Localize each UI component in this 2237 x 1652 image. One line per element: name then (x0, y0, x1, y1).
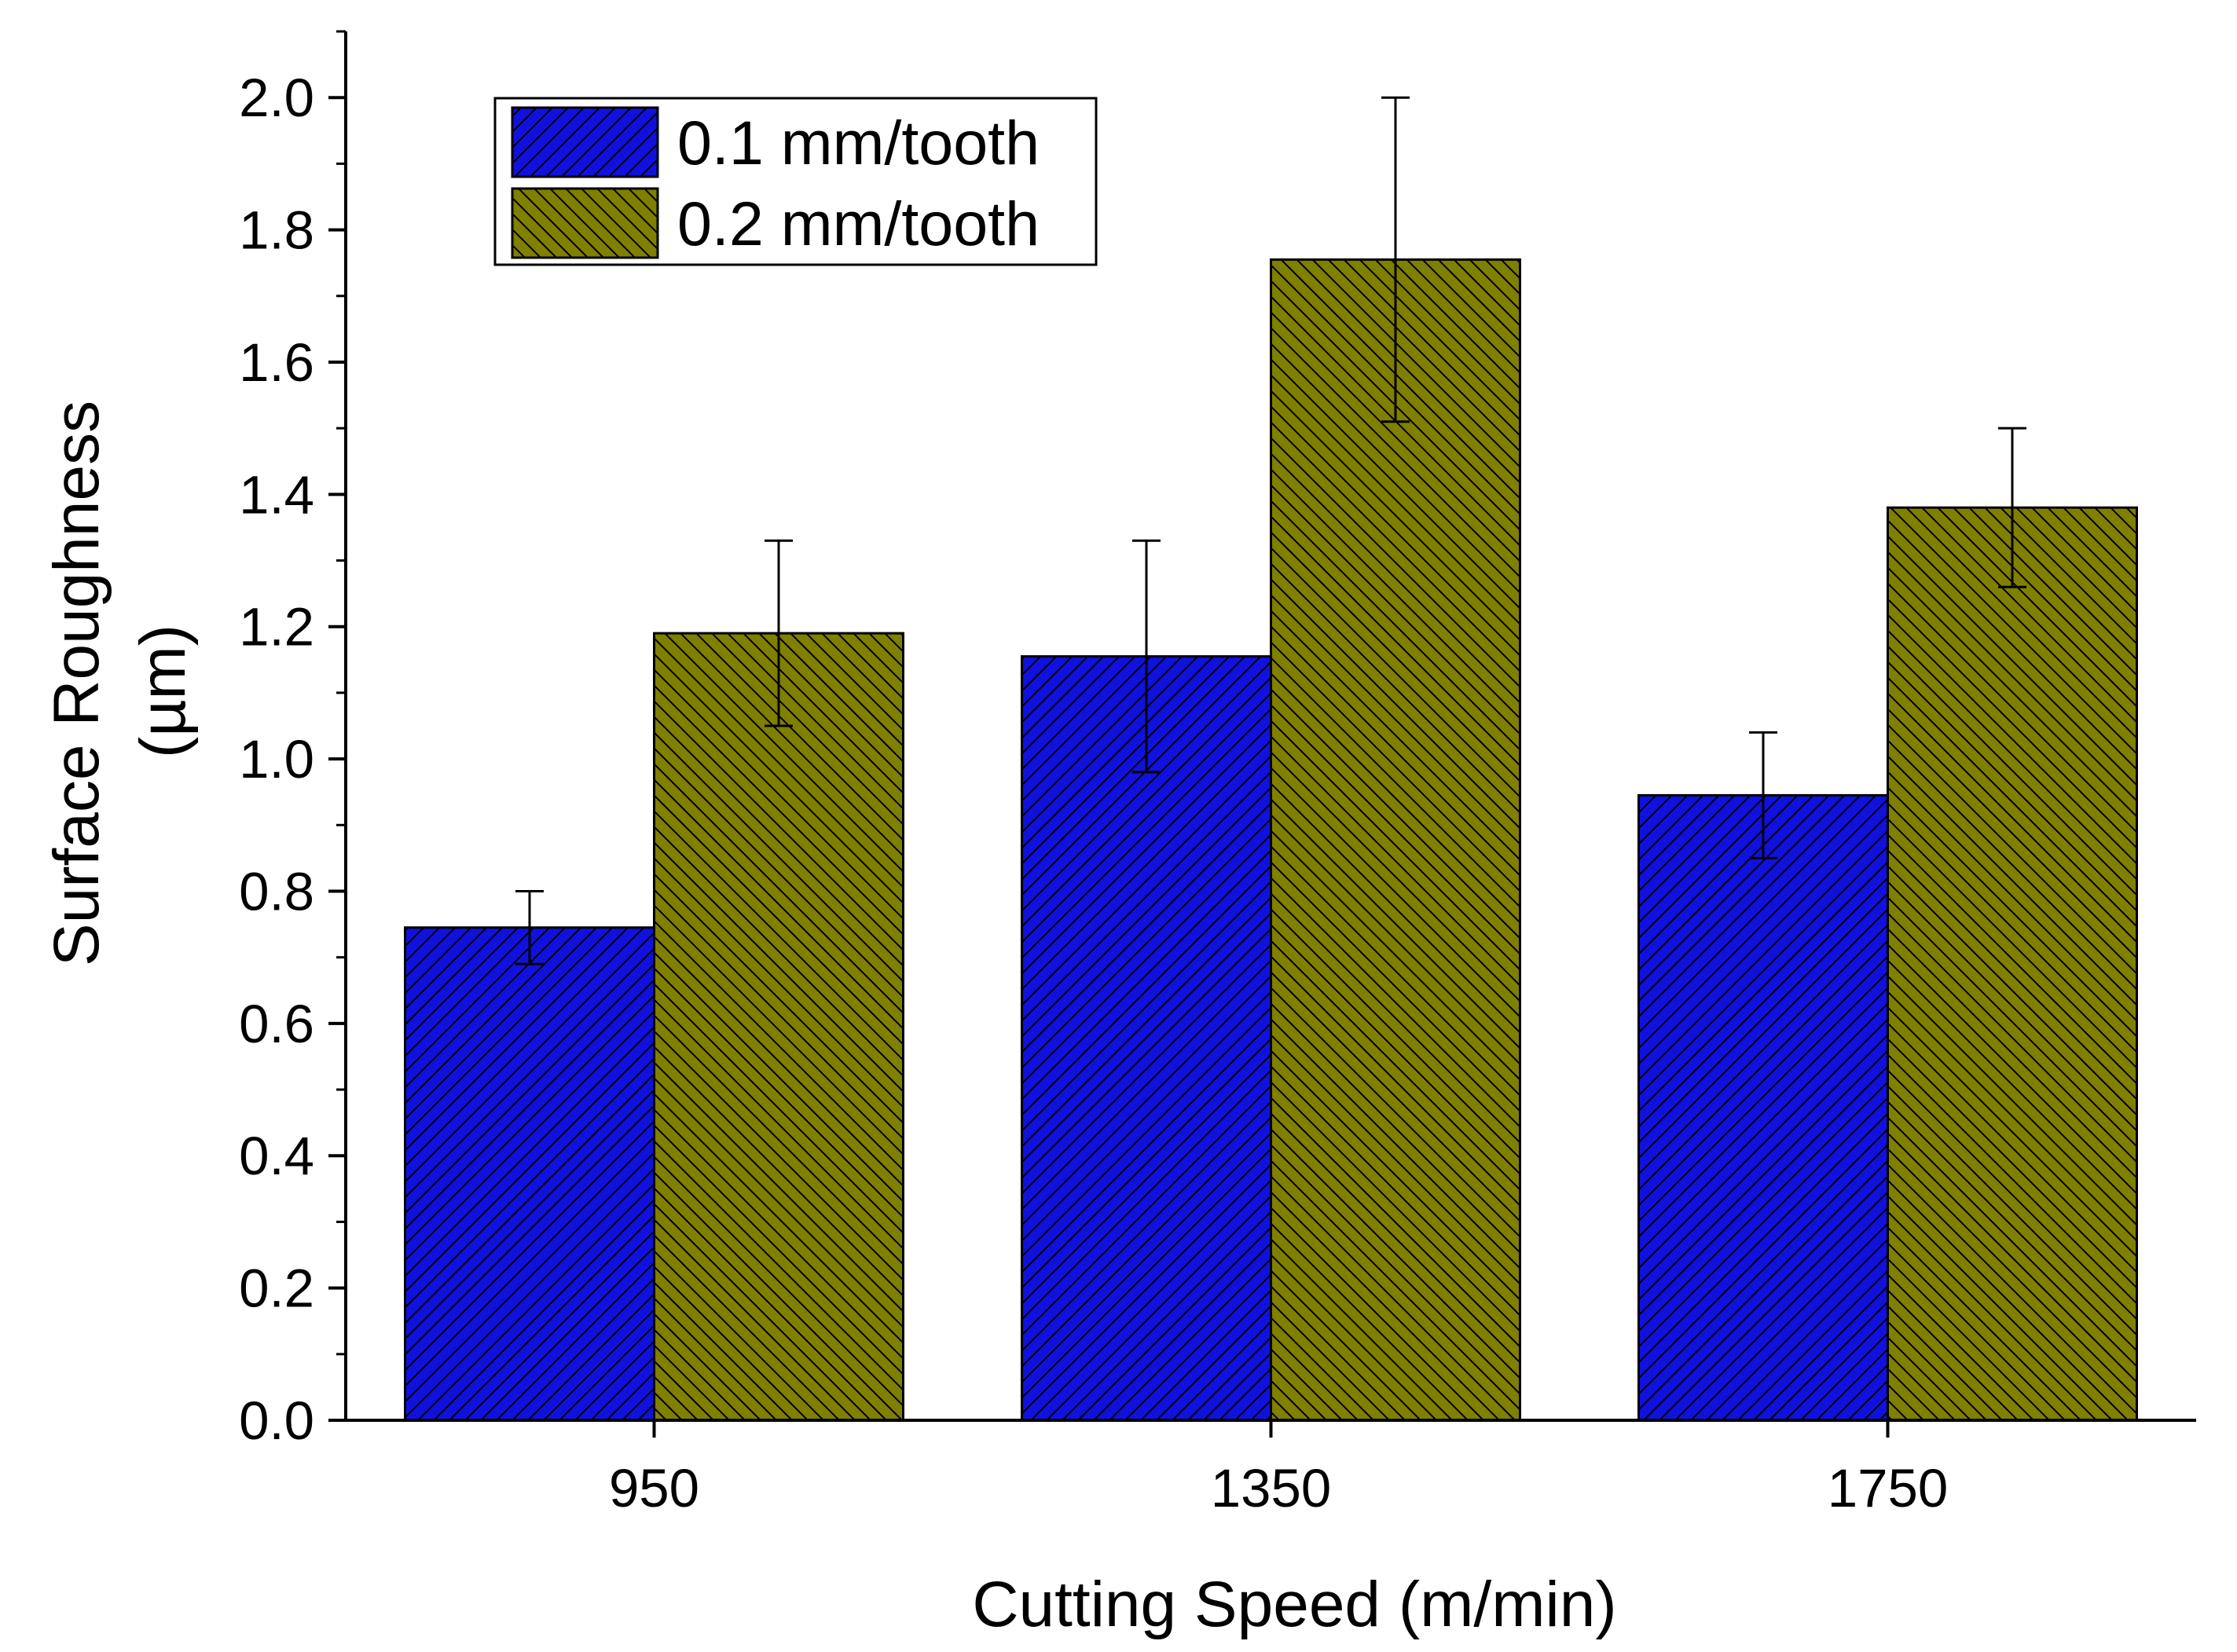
y-tick-label: 0.2 (239, 1258, 314, 1319)
y-tick-label: 0.8 (239, 861, 314, 921)
legend-swatch-2 (511, 187, 659, 259)
error-bar-1350-series-2 (1381, 96, 1410, 423)
legend-label-2: 0.2 mm/tooth (677, 189, 1040, 258)
x-axis-title: Cutting Speed (m/min) (972, 1569, 1616, 1640)
y-tick-label: 2.0 (239, 68, 314, 128)
x-tick-label: 950 (609, 1458, 699, 1518)
y-axis-unit: (µm) (127, 625, 199, 758)
bar-1750-series-2[interactable] (1887, 506, 2138, 1422)
y-tick-label: 1.8 (239, 200, 314, 261)
bar-hatch (1270, 258, 1521, 1422)
y-axis-title: Surface Roughness (41, 401, 112, 966)
legend-swatch-1 (511, 106, 659, 178)
bar-1350-series-2[interactable] (1270, 258, 1521, 1422)
error-bar-950-series-2 (765, 539, 793, 727)
bar-950-series-1[interactable] (404, 926, 655, 1422)
error-bar-1350-series-1 (1132, 539, 1161, 774)
y-tick-label: 0.6 (239, 994, 314, 1054)
x-tick-label: 1350 (1211, 1458, 1332, 1518)
legend-label-1: 0.1 mm/tooth (677, 108, 1040, 178)
y-tick-label: 1.4 (239, 464, 314, 525)
y-tick-label: 1.6 (239, 332, 314, 393)
error-bar-1750-series-1 (1749, 731, 1777, 859)
bar-950-series-2[interactable] (653, 632, 904, 1422)
legend: 0.1 mm/tooth 0.2 mm/tooth (493, 97, 1098, 266)
bar-hatch (404, 926, 655, 1422)
bar-hatch (653, 632, 904, 1422)
bar-1750-series-1[interactable] (1637, 793, 1889, 1422)
y-tick-label: 0.4 (239, 1126, 314, 1186)
error-bar-950-series-1 (515, 889, 544, 965)
bar-hatch (1887, 506, 2138, 1422)
bar-hatch (1637, 793, 1889, 1422)
y-tick-label: 0.0 (239, 1390, 314, 1451)
error-bar-1750-series-2 (1998, 427, 2026, 588)
x-tick-label: 1750 (1828, 1458, 1949, 1518)
y-tick-label: 1.2 (239, 597, 314, 658)
y-tick-label: 1.0 (239, 729, 314, 789)
